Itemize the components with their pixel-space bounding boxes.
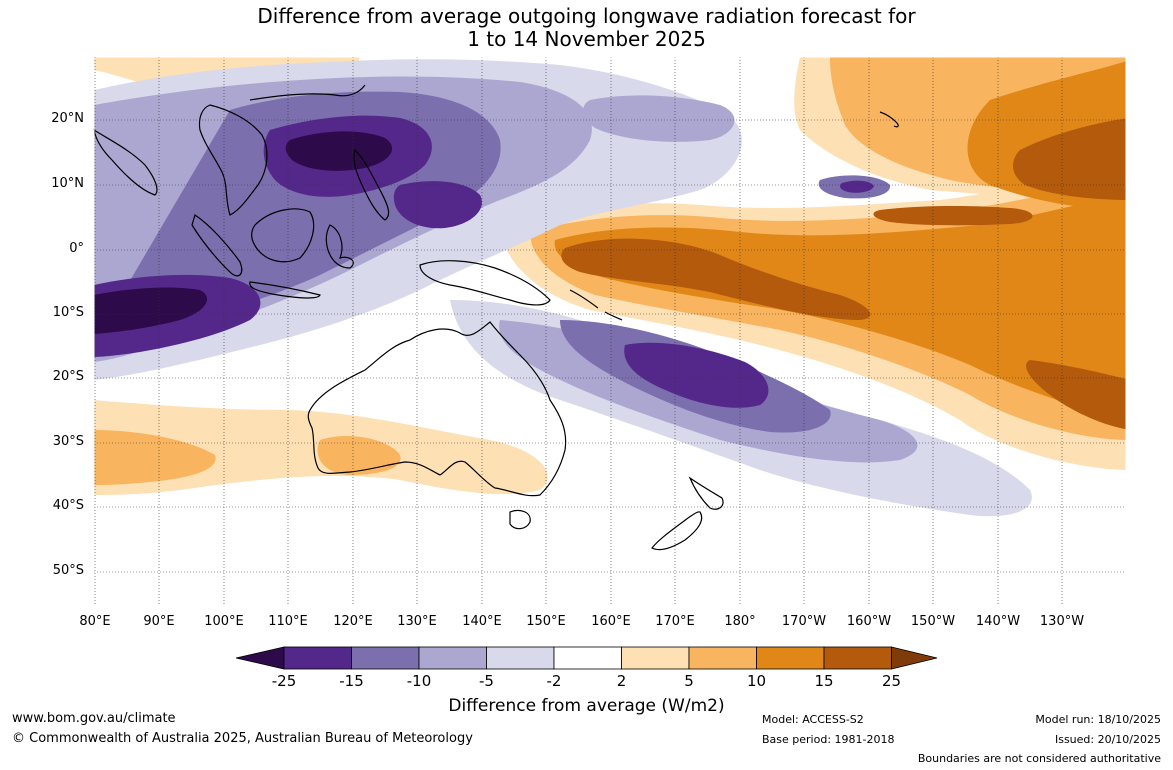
lat-label: 30°S bbox=[52, 434, 84, 449]
coastline-south-china bbox=[249, 84, 366, 101]
positive-anomaly-region bbox=[94, 430, 216, 485]
map-title-line2: 1 to 14 November 2025 bbox=[467, 27, 706, 51]
lon-label: 170°W bbox=[781, 614, 827, 629]
coastline-australia bbox=[307, 321, 567, 497]
lon-label: 100°E bbox=[204, 614, 244, 629]
lon-label: 150°E bbox=[526, 614, 566, 629]
footer-url[interactable]: www.bom.gov.au/climate bbox=[12, 711, 176, 726]
colorbar-tick-label: 10 bbox=[746, 672, 767, 690]
colorbar-segment bbox=[418, 646, 487, 670]
lat-label: 40°S bbox=[52, 498, 84, 513]
lon-label: 140°E bbox=[462, 614, 502, 629]
lat-label: 0° bbox=[69, 241, 84, 256]
map-field bbox=[94, 57, 1126, 605]
lon-label: 160°E bbox=[591, 614, 631, 629]
coastline-new-zealand-north bbox=[688, 476, 724, 510]
lon-label: 170°E bbox=[655, 614, 695, 629]
positive-anomaly-region bbox=[1013, 118, 1126, 200]
coastline-sumatra bbox=[191, 214, 243, 277]
coastline-new-guinea bbox=[419, 260, 551, 306]
colorbar-tick-label: -15 bbox=[339, 672, 364, 690]
lon-label: 140°W bbox=[975, 614, 1021, 629]
lon-label: 90°E bbox=[143, 614, 175, 629]
map-frame bbox=[93, 56, 1127, 606]
colorbar-tick-label: 5 bbox=[684, 672, 694, 690]
lon-label: 160°W bbox=[846, 614, 892, 629]
lon-label: 130°W bbox=[1039, 614, 1085, 629]
coastline-india bbox=[93, 128, 158, 196]
footer-model-run: Model run: 18/10/2025 bbox=[1035, 713, 1161, 726]
positive-anomaly-region bbox=[561, 238, 871, 320]
coastline-solomon-islands bbox=[569, 289, 623, 321]
footer-issued: Issued: 20/10/2025 bbox=[1054, 733, 1161, 746]
colorbar-segment bbox=[553, 646, 622, 670]
lon-label: 110°E bbox=[268, 614, 308, 629]
positive-anomaly-region bbox=[873, 205, 1033, 226]
coastline-philippines bbox=[353, 148, 390, 221]
lat-label: 20°S bbox=[52, 369, 84, 384]
coastline-tasmania bbox=[509, 509, 531, 530]
colorbar-segment bbox=[688, 646, 757, 670]
positive-anomaly-region bbox=[317, 435, 401, 475]
colorbar-segment bbox=[621, 646, 690, 670]
footer-copyright: © Commonwealth of Australia 2025, Austra… bbox=[12, 731, 473, 746]
negative-anomaly-region bbox=[94, 287, 208, 334]
coastline-borneo bbox=[251, 208, 315, 263]
footer-model: Model: ACCESS-S2 bbox=[762, 713, 864, 726]
colorbar-tick-label: -10 bbox=[406, 672, 432, 690]
coastlines bbox=[93, 84, 899, 551]
colorbar-tick-label: -2 bbox=[546, 672, 562, 690]
colorbar-segment bbox=[283, 646, 352, 670]
colorbar-extend-low bbox=[235, 646, 285, 670]
positive-anomaly-region bbox=[1026, 360, 1126, 430]
lon-label: 130°E bbox=[397, 614, 437, 629]
colorbar-extend-high bbox=[891, 646, 938, 670]
colorbar-segment bbox=[756, 646, 825, 670]
coastline-new-zealand-south bbox=[651, 511, 703, 551]
negative-anomaly-region bbox=[840, 180, 874, 193]
lon-label: 180° bbox=[724, 614, 756, 629]
coastline-hawaii bbox=[879, 111, 899, 128]
colorbar-tick-label: -25 bbox=[271, 672, 297, 690]
coastline-sulawesi bbox=[325, 224, 354, 269]
colorbar-tick-label: 15 bbox=[814, 672, 834, 690]
lon-label: 120°E bbox=[333, 614, 373, 629]
graticule bbox=[94, 57, 1126, 605]
lat-label: 50°S bbox=[52, 563, 84, 578]
footer-disclaimer: Boundaries are not considered authoritat… bbox=[917, 752, 1161, 765]
lat-label: 20°N bbox=[51, 111, 84, 126]
negative-anomaly-region bbox=[285, 131, 393, 171]
map-title-line1: Difference from average outgoing longwav… bbox=[257, 4, 916, 28]
negative-anomaly-region bbox=[393, 181, 482, 229]
negative-anomaly-region bbox=[624, 342, 769, 408]
colorbar-segment bbox=[823, 646, 892, 670]
colorbar-label: Difference from average (W/m2) bbox=[448, 696, 725, 716]
colorbar-tick-label: 25 bbox=[881, 672, 902, 690]
colorbar-segment bbox=[486, 646, 555, 670]
lat-label: 10°S bbox=[52, 305, 84, 320]
colorbar-tick-label: 2 bbox=[616, 672, 627, 690]
colorbar-segment bbox=[351, 646, 420, 670]
lon-label: 150°W bbox=[910, 614, 956, 629]
footer-base-period: Base period: 1981-2018 bbox=[762, 733, 895, 746]
coastline-java bbox=[249, 281, 321, 299]
colorbar-tick-label: -5 bbox=[479, 672, 494, 690]
lat-label: 10°N bbox=[51, 176, 84, 191]
colorbar bbox=[235, 646, 938, 670]
lon-label: 80°E bbox=[79, 614, 111, 629]
negative-anomaly-region bbox=[583, 95, 735, 142]
coastline-indochina bbox=[198, 104, 268, 216]
